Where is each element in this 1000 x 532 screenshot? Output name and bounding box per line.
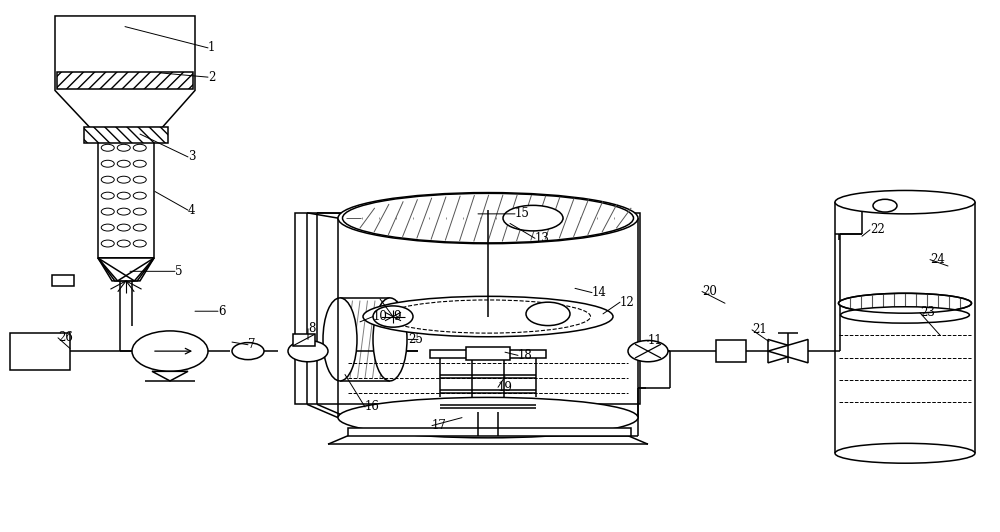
Polygon shape [152, 371, 188, 381]
Circle shape [101, 208, 114, 215]
Text: 12: 12 [620, 296, 635, 309]
Ellipse shape [503, 205, 563, 231]
Circle shape [117, 144, 130, 151]
Text: 11: 11 [648, 334, 663, 347]
Polygon shape [57, 72, 193, 89]
Text: 24: 24 [930, 253, 945, 266]
Circle shape [133, 144, 146, 151]
Bar [466, 347, 510, 360]
Circle shape [628, 340, 668, 362]
Text: 10: 10 [373, 310, 388, 323]
Text: 4: 4 [188, 204, 196, 217]
Circle shape [232, 343, 264, 360]
Circle shape [373, 306, 413, 327]
Ellipse shape [373, 298, 407, 381]
Bar [430, 350, 546, 358]
Polygon shape [768, 339, 808, 363]
Circle shape [101, 176, 114, 183]
Polygon shape [98, 258, 154, 281]
Polygon shape [55, 16, 195, 128]
Text: 15: 15 [515, 207, 530, 220]
Circle shape [133, 240, 146, 247]
Text: 26: 26 [58, 331, 73, 344]
Ellipse shape [838, 293, 972, 313]
Circle shape [133, 208, 146, 215]
Ellipse shape [363, 296, 613, 337]
Text: 5: 5 [175, 265, 182, 278]
Circle shape [101, 240, 114, 247]
Bar [295, 213, 640, 404]
Ellipse shape [342, 193, 634, 243]
Bar [52, 275, 74, 286]
Polygon shape [98, 258, 154, 281]
Ellipse shape [386, 300, 590, 333]
Bar [348, 428, 631, 436]
Ellipse shape [835, 443, 975, 463]
Circle shape [117, 160, 130, 167]
Text: 16: 16 [365, 401, 380, 413]
Circle shape [117, 224, 130, 231]
Circle shape [117, 208, 130, 215]
Circle shape [101, 224, 114, 231]
Circle shape [133, 176, 146, 183]
Circle shape [101, 144, 114, 151]
Circle shape [133, 192, 146, 199]
Circle shape [526, 302, 570, 326]
Text: 23: 23 [920, 306, 935, 319]
Text: 7: 7 [248, 338, 256, 351]
Bar [716, 340, 746, 362]
Text: 22: 22 [870, 223, 885, 236]
Text: 6: 6 [218, 305, 226, 318]
Polygon shape [98, 258, 154, 281]
Circle shape [133, 160, 146, 167]
Bar [293, 334, 315, 346]
Text: 21: 21 [752, 323, 767, 336]
Text: 1: 1 [208, 41, 215, 54]
Text: 13: 13 [535, 232, 550, 245]
Text: 9: 9 [393, 310, 400, 323]
Circle shape [288, 340, 328, 362]
Text: 8: 8 [308, 322, 315, 335]
Polygon shape [84, 127, 168, 143]
Text: 20: 20 [702, 285, 717, 298]
Text: 2: 2 [208, 71, 215, 84]
Ellipse shape [841, 307, 969, 323]
Text: 18: 18 [518, 349, 533, 362]
Ellipse shape [323, 298, 357, 381]
Circle shape [101, 160, 114, 167]
Circle shape [873, 200, 897, 212]
Ellipse shape [338, 193, 638, 244]
Circle shape [133, 224, 146, 231]
Text: 25: 25 [408, 333, 423, 346]
Ellipse shape [338, 397, 638, 438]
Polygon shape [768, 339, 808, 363]
Ellipse shape [835, 190, 975, 214]
Circle shape [117, 240, 130, 247]
Text: 19: 19 [498, 381, 513, 394]
Circle shape [101, 192, 114, 199]
Text: 17: 17 [432, 419, 447, 432]
Text: 3: 3 [188, 151, 196, 163]
Text: 14: 14 [592, 286, 607, 299]
Bar [10, 332, 70, 370]
Circle shape [117, 176, 130, 183]
Circle shape [117, 192, 130, 199]
Circle shape [132, 331, 208, 371]
